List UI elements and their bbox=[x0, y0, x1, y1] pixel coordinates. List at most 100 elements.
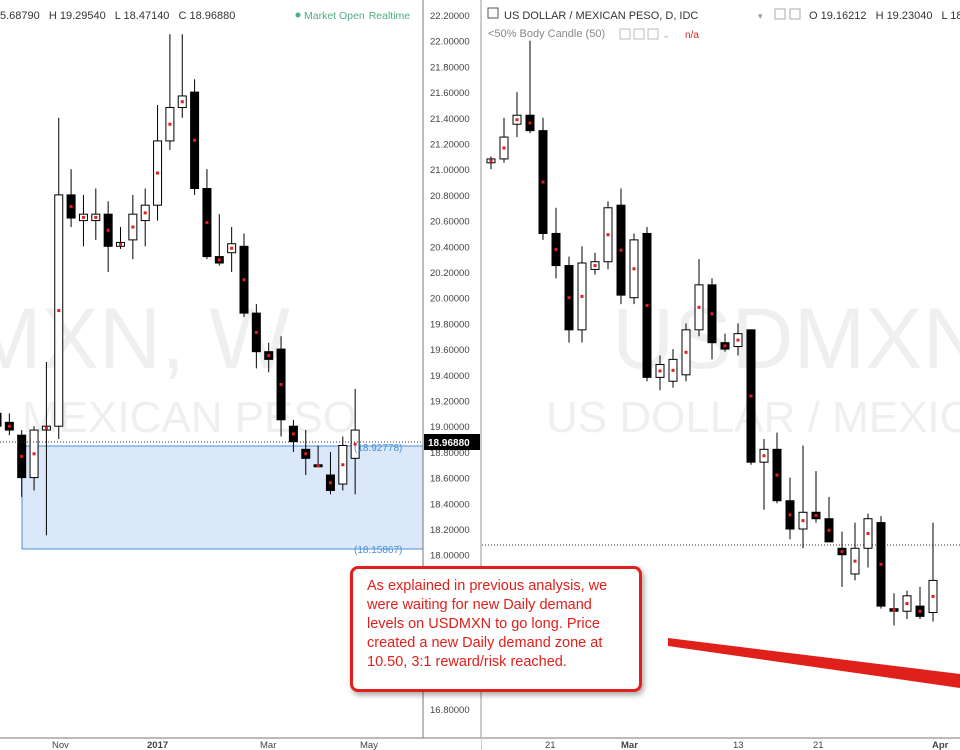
symbol-square-icon[interactable] bbox=[487, 7, 499, 19]
candle-mid-marker bbox=[762, 454, 766, 458]
candle[interactable] bbox=[837, 531, 847, 587]
left-time-axis[interactable]: Nov 2017 Mar May bbox=[0, 737, 481, 750]
candle[interactable] bbox=[251, 304, 261, 369]
candle[interactable] bbox=[642, 227, 652, 382]
candle[interactable] bbox=[78, 194, 88, 247]
candle[interactable] bbox=[288, 419, 298, 452]
candle[interactable] bbox=[811, 471, 821, 523]
candle-mid-marker bbox=[180, 100, 184, 104]
analysis-text: As explained in previous analysis, we we… bbox=[367, 578, 608, 670]
price-axis-label: 20.60000 bbox=[430, 217, 470, 228]
candle[interactable] bbox=[486, 156, 496, 170]
candle[interactable] bbox=[313, 445, 323, 468]
candle[interactable] bbox=[720, 333, 730, 352]
indicator-remove-icon[interactable] bbox=[647, 28, 659, 40]
candle[interactable] bbox=[525, 40, 535, 134]
candle[interactable] bbox=[616, 188, 626, 305]
candle[interactable] bbox=[668, 349, 678, 388]
candle[interactable] bbox=[0, 390, 2, 439]
price-axis-label: 19.20000 bbox=[430, 397, 470, 408]
candle[interactable] bbox=[577, 246, 587, 343]
candle[interactable] bbox=[746, 329, 756, 465]
candle[interactable] bbox=[863, 513, 873, 568]
chevron-down-icon[interactable]: ▾ bbox=[758, 11, 763, 21]
left-chart-pane[interactable]: MXN, W MEXICAN PESO (18.92778) (18.15867… bbox=[0, 0, 424, 738]
candle[interactable] bbox=[177, 34, 187, 118]
candle[interactable] bbox=[759, 439, 769, 510]
candle[interactable] bbox=[785, 477, 795, 540]
candle-mid-marker bbox=[156, 171, 160, 175]
demand-zone[interactable] bbox=[21, 445, 424, 550]
settings-icon[interactable] bbox=[789, 8, 801, 20]
candle[interactable] bbox=[103, 201, 113, 272]
candle[interactable] bbox=[681, 323, 691, 382]
candle[interactable] bbox=[140, 188, 150, 247]
candle[interactable] bbox=[733, 323, 743, 356]
candle[interactable] bbox=[928, 522, 938, 622]
candle[interactable] bbox=[66, 169, 76, 228]
price-axis-label: 22.20000 bbox=[430, 11, 470, 22]
candle[interactable] bbox=[707, 278, 717, 360]
current-price-value: 18.96880 bbox=[428, 438, 470, 449]
candle[interactable] bbox=[17, 430, 27, 497]
indicator-more-icon[interactable]: ⌄ bbox=[662, 30, 670, 41]
candle[interactable] bbox=[153, 104, 163, 221]
candle[interactable] bbox=[128, 194, 138, 260]
candle[interactable] bbox=[551, 207, 561, 279]
candle[interactable] bbox=[116, 227, 125, 249]
price-axis-label: 22.00000 bbox=[430, 37, 470, 48]
indicator-settings-icon[interactable] bbox=[633, 28, 645, 40]
candle[interactable] bbox=[538, 117, 548, 240]
candle-mid-marker bbox=[94, 215, 98, 219]
candle[interactable] bbox=[214, 214, 224, 266]
candle[interactable] bbox=[202, 169, 212, 260]
candle-mid-marker bbox=[44, 426, 48, 430]
candle-mid-marker bbox=[866, 531, 870, 535]
candle[interactable] bbox=[41, 361, 51, 536]
candle[interactable] bbox=[499, 117, 509, 163]
candle[interactable] bbox=[512, 92, 522, 138]
price-axis-label: 21.00000 bbox=[430, 165, 470, 176]
candle[interactable] bbox=[564, 256, 574, 343]
candle[interactable] bbox=[850, 522, 860, 581]
candle[interactable] bbox=[29, 426, 39, 491]
candle[interactable] bbox=[694, 259, 704, 337]
candle[interactable] bbox=[915, 586, 925, 619]
candle[interactable] bbox=[227, 227, 237, 272]
candle[interactable] bbox=[165, 34, 175, 150]
candle[interactable] bbox=[798, 445, 808, 549]
candle[interactable] bbox=[54, 117, 64, 440]
candle[interactable] bbox=[772, 432, 782, 504]
candle-mid-marker bbox=[853, 559, 857, 563]
candle[interactable] bbox=[350, 388, 360, 495]
candle[interactable] bbox=[301, 430, 311, 476]
candle[interactable] bbox=[876, 516, 886, 609]
candle[interactable] bbox=[590, 252, 600, 275]
candle[interactable] bbox=[190, 79, 200, 195]
indicator-eye-icon[interactable] bbox=[619, 28, 631, 40]
candle[interactable] bbox=[824, 496, 834, 543]
candle[interactable] bbox=[889, 593, 899, 626]
candle[interactable] bbox=[655, 355, 665, 391]
right-time-label: 13 bbox=[733, 740, 744, 750]
right-chart-title[interactable]: US DOLLAR / MEXICAN PESO, D, IDC bbox=[504, 10, 698, 22]
candle-mid-marker bbox=[580, 294, 584, 298]
price-axis-label: 18.60000 bbox=[430, 474, 470, 485]
indicator-name[interactable]: <50% Body Candle (50) bbox=[488, 28, 605, 40]
candle[interactable] bbox=[603, 201, 613, 270]
right-time-label: 21 bbox=[813, 740, 824, 750]
candle-mid-marker bbox=[341, 463, 345, 467]
candle[interactable] bbox=[276, 336, 286, 437]
candle[interactable] bbox=[4, 413, 14, 436]
eye-icon[interactable] bbox=[774, 8, 786, 20]
candle[interactable] bbox=[239, 233, 249, 317]
right-time-axis[interactable]: 21 Mar 13 21 Apr bbox=[482, 737, 960, 750]
candle[interactable] bbox=[629, 233, 639, 305]
candle[interactable] bbox=[264, 342, 274, 373]
right-candles bbox=[486, 40, 938, 626]
candle[interactable] bbox=[91, 188, 101, 240]
candle[interactable] bbox=[325, 451, 335, 495]
candle[interactable] bbox=[338, 436, 348, 491]
candle[interactable] bbox=[902, 590, 912, 619]
